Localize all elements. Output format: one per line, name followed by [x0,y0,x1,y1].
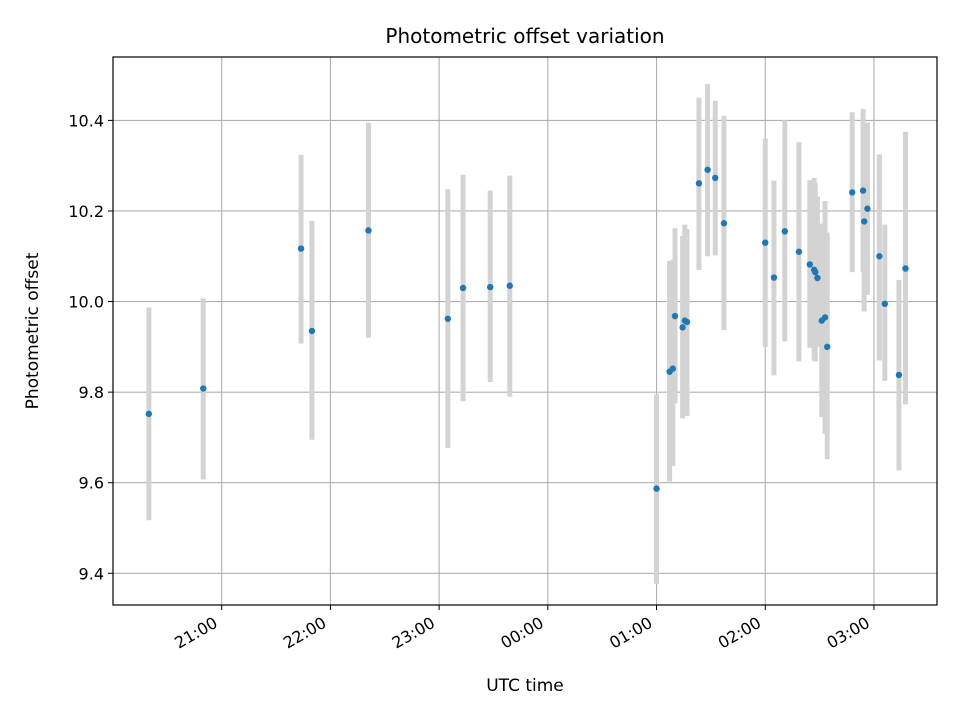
data-point [859,187,867,194]
y-tick-label: 9.6 [79,474,104,493]
data-point [814,274,821,282]
y-tick-label: 10.4 [68,111,104,130]
data-point [806,261,814,268]
data-point [720,220,728,227]
data-point [297,245,305,252]
data-point [704,166,711,173]
data-point [781,228,789,235]
y-tick-label: 9.4 [79,564,104,583]
data-point [762,239,769,246]
data-point [849,189,856,196]
data-point [876,253,883,260]
data-point [860,218,868,225]
y-tick-label: 10.2 [68,202,104,221]
data-point [864,205,871,212]
data-point [444,315,452,322]
data-point [683,318,691,326]
data-point [695,180,703,187]
plot-frame [112,56,938,606]
data-point [308,327,316,335]
data-point [200,385,207,392]
data-point [487,283,494,291]
data-point [671,312,679,320]
data-point [902,265,909,272]
y-axis-ticks: 9.4 9.6 9.8 10.0 10.2 10.4 [68,111,113,583]
data-point [824,343,831,351]
x-axis-label: UTC time [486,676,564,696]
data-point [653,485,660,492]
data-point [669,365,677,372]
data-point [795,248,803,255]
data-point [770,274,778,281]
data-points [145,166,909,492]
y-axis-label: Photometric offset [23,252,43,409]
data-point [821,314,829,321]
chart-title: Photometric offset variation [385,24,664,48]
data-point [679,324,686,331]
y-tick-label: 9.8 [79,383,104,402]
data-point [812,268,819,276]
data-point [712,174,719,182]
data-point [145,410,153,418]
data-point [506,282,513,289]
data-point [881,300,889,308]
y-tick-label: 10.0 [68,293,104,312]
data-point [459,284,467,292]
data-point [365,227,372,234]
data-point [895,371,903,379]
